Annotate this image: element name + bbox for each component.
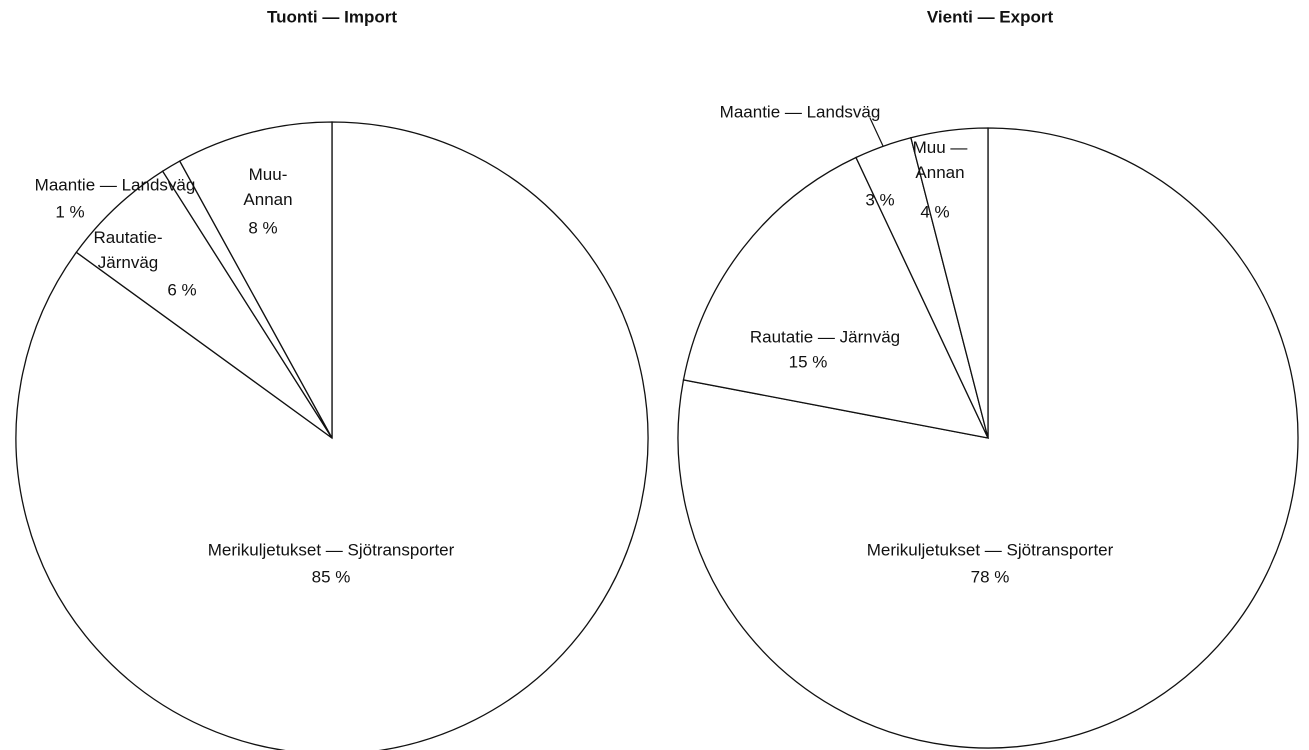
pie-slice (910, 127, 989, 439)
slice-label: Merikuljetukset — Sjötransporter (866, 540, 1114, 560)
value-label: 1 % (55, 202, 85, 222)
value-label: 6 % (167, 280, 197, 300)
slice-label: Maantie — Landsväg (34, 175, 196, 195)
slice-label: Muu- Annan (243, 165, 293, 209)
value-label: 15 % (788, 352, 828, 372)
value-label: 4 % (920, 202, 950, 222)
slice-label: Maantie — Landsväg (719, 102, 881, 122)
slice-label: Rautatie — Järnväg (749, 327, 901, 347)
value-label: 78 % (970, 567, 1010, 587)
slice-label: Merikuljetukset — Sjötransporter (207, 540, 455, 560)
value-label: 8 % (248, 218, 278, 238)
slice-label: Rautatie- Järnväg (93, 228, 163, 272)
value-label: 3 % (865, 190, 895, 210)
slice-label: Muu — Annan (912, 138, 968, 182)
pie-slice (178, 121, 333, 439)
pie-slice (682, 156, 990, 439)
value-label: 85 % (311, 567, 351, 587)
leader-line (869, 117, 884, 147)
chart-title: Tuonti — Import (267, 7, 397, 27)
pie-slice (15, 121, 649, 750)
pie-slice (75, 170, 333, 439)
chart-title: Vienti — Export (926, 7, 1054, 27)
pie-slice (677, 127, 1299, 749)
